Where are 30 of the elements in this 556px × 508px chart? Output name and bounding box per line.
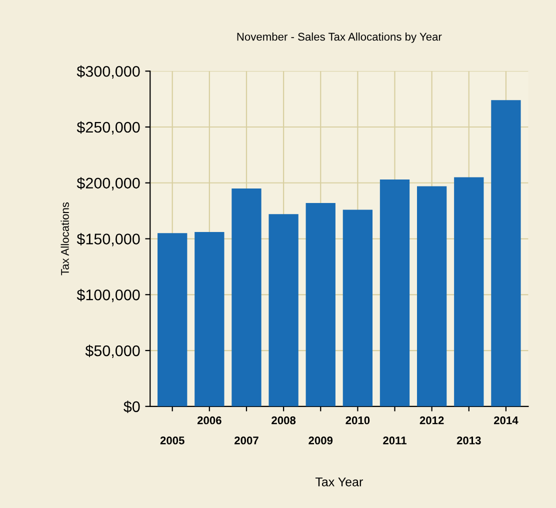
x-tick-label: 2012 xyxy=(420,416,444,424)
x-tick-label: 2014 xyxy=(494,416,518,424)
x-tick-label: 2006 xyxy=(197,416,222,424)
bar xyxy=(380,180,410,406)
bar xyxy=(158,233,188,406)
y-axis-title: Tax Allocations xyxy=(60,202,69,276)
bar xyxy=(232,188,262,406)
x-tick-label: 2013 xyxy=(456,436,481,444)
x-tick-label: 2008 xyxy=(272,416,296,424)
y-tick-label: $300,000 xyxy=(76,65,140,79)
bar xyxy=(268,214,298,406)
y-tick-label: $150,000 xyxy=(76,232,140,246)
bar xyxy=(306,202,336,406)
chart-title: November - Sales Tax Allocations by Year xyxy=(237,32,442,43)
bar xyxy=(417,186,447,406)
x-tick-label: 2005 xyxy=(160,436,184,444)
y-tick-label: $0 xyxy=(124,400,140,413)
bar xyxy=(194,232,224,406)
x-tick-label: 2010 xyxy=(346,416,370,424)
y-tick-label: $250,000 xyxy=(76,121,140,134)
x-tick-label: 2011 xyxy=(383,436,407,444)
x-axis-title: Tax Year xyxy=(315,478,363,486)
y-tick-label: $50,000 xyxy=(85,344,140,358)
bar xyxy=(491,100,521,406)
x-tick-label: 2009 xyxy=(308,436,333,444)
x-tick-label: 2007 xyxy=(234,436,258,444)
y-tick-label: $100,000 xyxy=(76,288,140,302)
y-tick-label: $200,000 xyxy=(76,177,140,190)
bar xyxy=(342,210,373,406)
bar xyxy=(454,177,484,406)
